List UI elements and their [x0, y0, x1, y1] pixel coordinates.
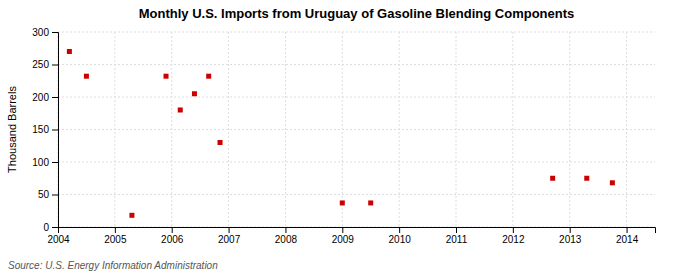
grid-line: [58, 194, 655, 195]
chart: 2004 2005 2006 2007 2008 2009 2010 2011 2012 2013…: [0, 0, 675, 275]
grid-line: [171, 32, 172, 227]
tick-mark: [52, 227, 58, 228]
grid-line: [569, 32, 570, 227]
tick-mark: [52, 162, 58, 163]
point: [164, 74, 169, 79]
grid-line: [399, 32, 400, 227]
point: [67, 49, 72, 54]
tick-mark: [52, 65, 58, 66]
tick-mark: [115, 227, 116, 233]
tick-mark: [627, 227, 628, 233]
point: [550, 176, 555, 181]
y-axis-label: Thousand Barrels: [6, 86, 18, 173]
plot: 2004 2005 2006 2007 2008 2009 2010 2011 2012 2013…: [32, 27, 655, 245]
grid-line: [342, 32, 343, 227]
point: [178, 108, 183, 113]
tick-mark: [399, 227, 400, 233]
tick-label: 300: [32, 27, 49, 38]
tick-mark: [513, 227, 514, 233]
tick: 2014: [616, 227, 639, 245]
tick-label: 2004: [47, 234, 70, 245]
tick: 2009: [332, 227, 355, 245]
point: [206, 74, 211, 79]
grid-line: [512, 32, 513, 227]
tick: 2012: [502, 227, 525, 245]
tick-label: 2007: [218, 234, 241, 245]
point: [192, 91, 197, 96]
tick-label: 2008: [275, 234, 298, 245]
axis-line: [52, 33, 59, 228]
tick-mark: [285, 227, 286, 233]
tick: 2008: [275, 227, 298, 245]
tick-mark: [570, 227, 571, 233]
point: [84, 74, 89, 79]
point: [129, 213, 134, 218]
tick-mark: [229, 227, 230, 233]
tick-label: 100: [32, 157, 49, 168]
tick: 150: [32, 124, 58, 135]
grid-line: [58, 97, 655, 98]
tick-label: 2010: [389, 234, 412, 245]
tick: 2006: [161, 227, 184, 245]
tick-label: 2006: [161, 234, 184, 245]
tick-mark: [52, 130, 58, 131]
title: Monthly U.S. Imports from Uruguay of Gas…: [139, 6, 575, 21]
tick-mark: [52, 97, 58, 98]
grid-line: [456, 32, 457, 227]
tick: 200: [32, 92, 58, 103]
tick-label: 200: [32, 92, 49, 103]
tick: 250: [32, 59, 58, 70]
grid-line: [58, 129, 655, 130]
axis-line: [59, 228, 656, 234]
point: [610, 180, 615, 185]
source: Source: U.S. Energy Information Administ…: [8, 260, 218, 271]
y-axis: 0 50 100 150 200 250 300: [32, 27, 58, 233]
tick: 2005: [104, 227, 127, 245]
tick-label: 50: [38, 189, 50, 200]
tick-mark: [456, 227, 457, 233]
tick: 50: [38, 189, 58, 200]
tick-label: 250: [32, 59, 49, 70]
tick-mark: [342, 227, 343, 233]
point: [368, 200, 373, 205]
tick: 2011: [446, 227, 468, 245]
tick: 2004: [47, 227, 70, 245]
tick: 100: [32, 157, 58, 168]
point: [584, 176, 589, 181]
tick-label: 2012: [502, 234, 525, 245]
point: [218, 140, 223, 145]
grid-line: [228, 32, 229, 227]
points: [67, 49, 615, 218]
tick-label: 2009: [332, 234, 355, 245]
tick-label: 2011: [446, 234, 468, 245]
tick-mark: [52, 195, 58, 196]
grid-line: [114, 32, 115, 227]
grid-line: [285, 32, 286, 227]
tick: 0: [43, 222, 58, 233]
point: [340, 200, 345, 205]
tick: 2013: [559, 227, 582, 245]
tick-label: 2005: [104, 234, 127, 245]
tick-mark: [52, 32, 58, 33]
grid-line: [58, 32, 655, 33]
tick-label: 2013: [559, 234, 582, 245]
tick: 2007: [218, 227, 241, 245]
tick-mark: [172, 227, 173, 233]
tick-label: 2014: [616, 234, 639, 245]
tick-label: 150: [32, 124, 49, 135]
tick: 300: [32, 27, 58, 38]
x-axis: 2004 2005 2006 2007 2008 2009 2010 2011 2012 2013…: [47, 227, 655, 245]
grid-line: [58, 64, 655, 65]
grid-line: [626, 32, 627, 227]
tick-label: 0: [43, 222, 49, 233]
grid-line: [58, 162, 655, 163]
tick: 2010: [389, 227, 412, 245]
grid: [58, 32, 655, 227]
